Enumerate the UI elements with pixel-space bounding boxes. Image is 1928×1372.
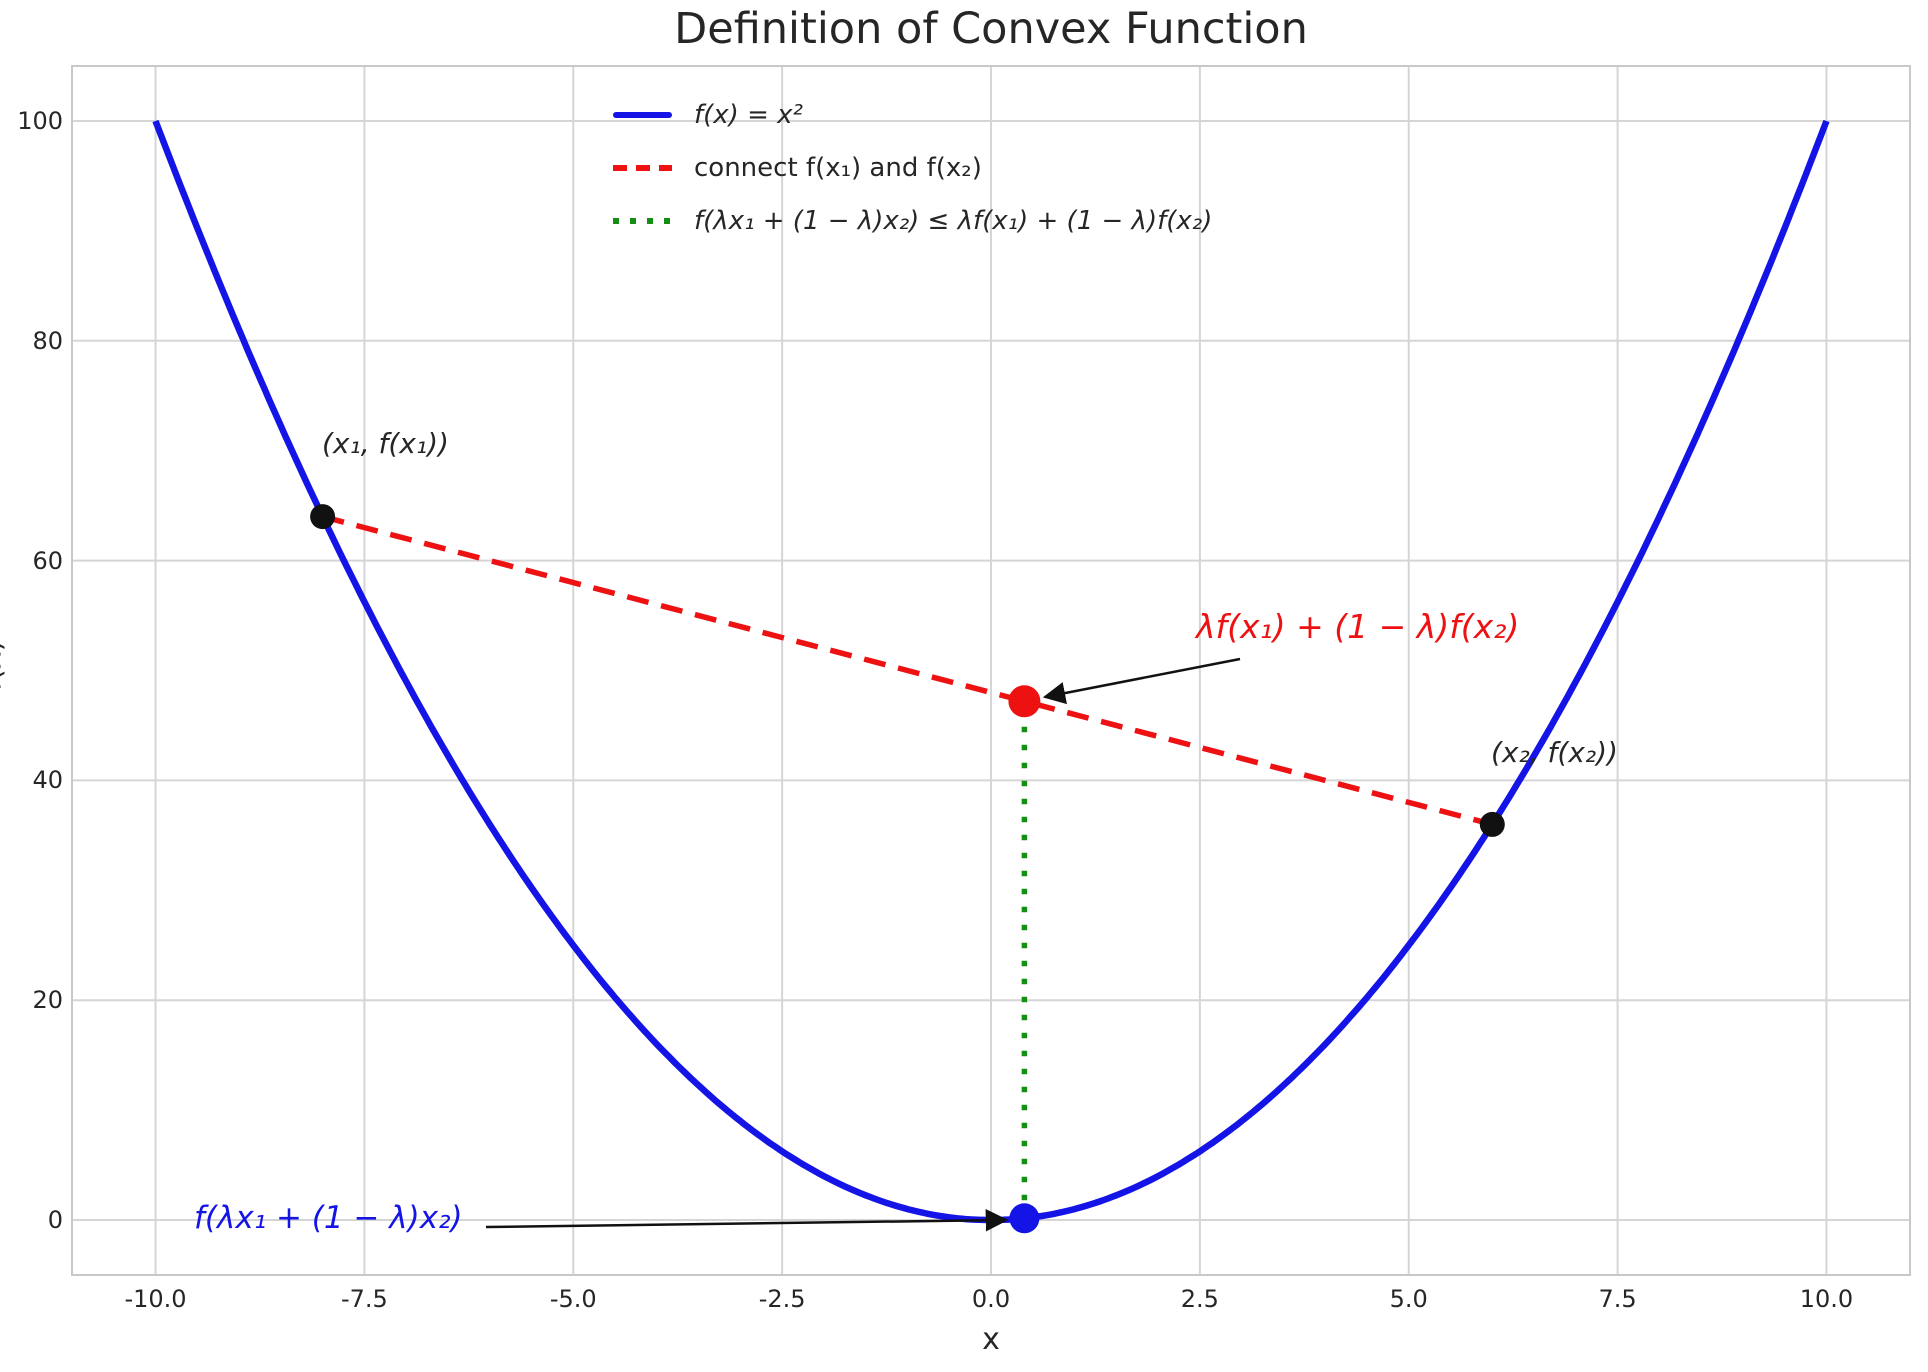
annotation-chord-value: λf(x₁) + (1 − λ)f(x₂) [1196,607,1520,646]
x-tick-label: 7.5 [1598,1285,1637,1313]
data-point [1479,811,1505,837]
legend-item-inequality: f(λx₁ + (1 − λ)x₂) ≤ λf(x₁) + (1 − λ)f(x… [613,194,1212,247]
y-axis-label: f(x) [0,639,9,692]
legend-label-curve: f(x) = x² [694,99,803,130]
legend-dotted-line-swatch [613,217,672,224]
x-axis-label: x [982,1322,1000,1357]
data-points [310,504,1505,1234]
legend-dashed-line-swatch [613,164,672,171]
x-tick-label: -7.5 [340,1285,388,1313]
y-tick-label: 60 [32,546,63,575]
legend: f(x) = x² connect f(x₁) and f(x₂) f(λx₁ … [613,88,1212,247]
x-tick-label: 0.0 [971,1285,1011,1313]
x-tick-label: 10.0 [1799,1285,1854,1313]
y-tick-label: 20 [32,986,63,1015]
x-tick-label: -5.0 [549,1285,597,1313]
grid-lines [72,66,1910,1275]
y-tick-label: 0 [47,1206,63,1235]
data-point [310,504,336,530]
arrow-to-function-point [485,1209,1009,1232]
arrow-to-chord-point [1042,657,1241,705]
x-tick-label: 2.5 [1180,1285,1219,1313]
data-point [1008,685,1041,718]
y-tick-label: 100 [17,106,63,135]
y-tick-label: 80 [32,326,63,355]
legend-solid-line-swatch [613,111,672,118]
data-point [1009,1203,1040,1234]
plot-border [71,65,1911,1276]
y-tick-label: 40 [32,766,63,795]
annotation-function-value: f(λx₁ + (1 − λ)x₂) [194,1200,463,1236]
x-tick-label: 5.0 [1389,1285,1428,1313]
legend-label-chord: connect f(x₁) and f(x₂) [694,152,982,183]
annotation-point2: (x₂, f(x₂)) [1491,736,1618,769]
chart-title: Definition of Convex Function [674,4,1308,54]
legend-item-curve: f(x) = x² [613,88,1212,141]
legend-item-chord: connect f(x₁) and f(x₂) [613,141,1212,194]
annotation-arrows [485,657,1241,1232]
x-tick-label: -10.0 [124,1285,187,1313]
x-tick-label: -2.5 [758,1285,806,1313]
legend-label-inequality: f(λx₁ + (1 − λ)x₂) ≤ λf(x₁) + (1 − λ)f(x… [694,205,1213,236]
annotation-point1: (x₁, f(x₁)) [322,427,449,460]
chord-line [321,513,1493,828]
